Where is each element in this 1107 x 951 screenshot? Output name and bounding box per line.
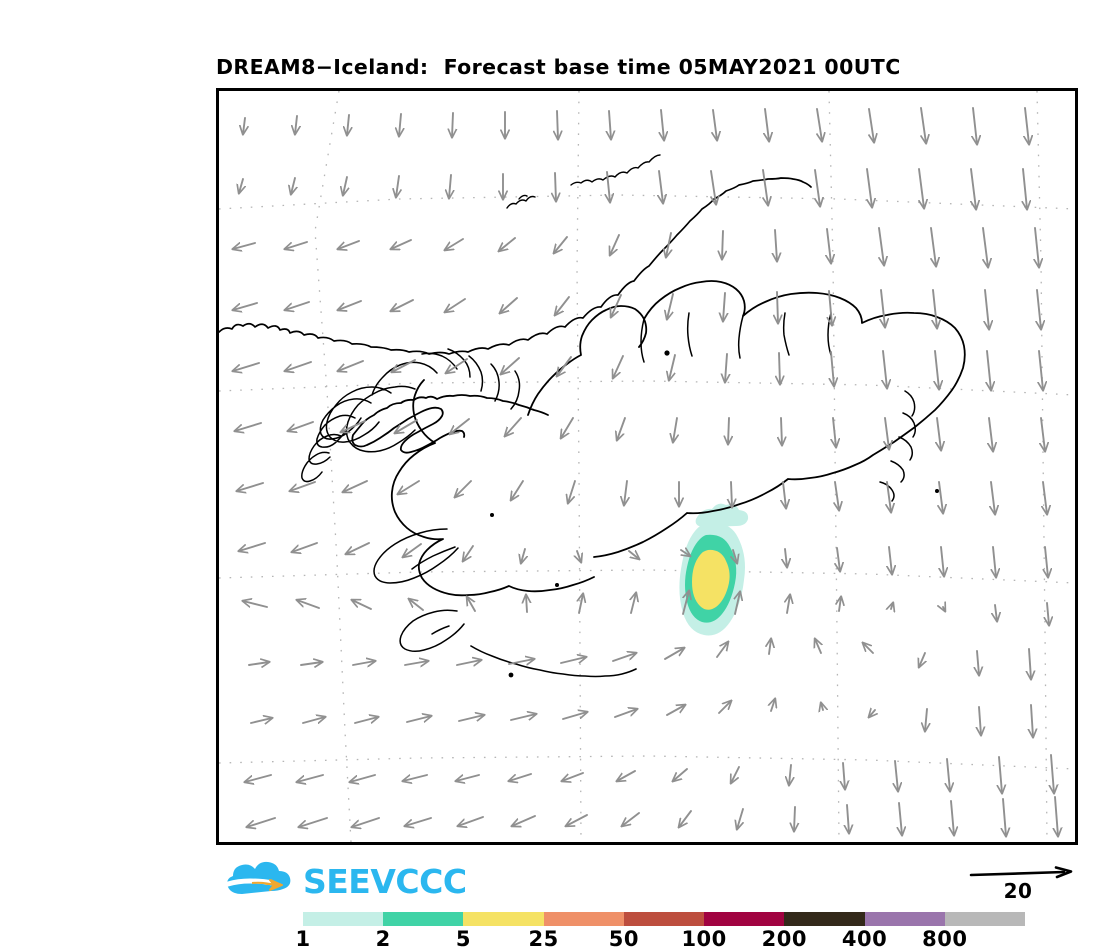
iceland-eastfjords xyxy=(879,390,917,502)
colorbar-segment-0 xyxy=(303,912,384,926)
island-dot xyxy=(935,489,939,493)
colorbar-segment-7 xyxy=(864,912,945,926)
logo-text: SEEVCCC xyxy=(303,861,467,901)
dust-plume-contours xyxy=(679,503,749,636)
colorbar-segment-6 xyxy=(784,912,865,926)
colorbar-tick-50: 50 xyxy=(608,927,639,951)
colorbar-segment-1 xyxy=(383,912,464,926)
cloud-icon xyxy=(225,861,291,894)
dust-contour-1-patch xyxy=(695,503,749,527)
colorbar-tick-800: 800 xyxy=(922,927,968,951)
wind-scale-arrow-icon xyxy=(969,866,1073,879)
iceland-snaefellsnes xyxy=(373,528,459,584)
iceland-westfjords xyxy=(301,348,521,483)
island-dot xyxy=(508,672,514,678)
seevccc-logo: SEEVCCC xyxy=(222,857,467,905)
coastlines xyxy=(219,154,812,355)
colorbar-segment-2 xyxy=(463,912,544,926)
colorbar-segment-3 xyxy=(543,912,624,926)
island-dot xyxy=(490,513,494,517)
coastline-iceland xyxy=(301,280,966,678)
map-gridlines xyxy=(219,91,1075,842)
wind-scale-reference: 20 xyxy=(968,866,1078,906)
wind-vectors xyxy=(233,107,1058,836)
dust-contour-5 xyxy=(692,549,730,610)
coastline-greenland-islands xyxy=(506,194,536,209)
coastline-greenland xyxy=(219,177,812,355)
title-line-1: DREAM8−Iceland: Forecast base time 05MAY… xyxy=(216,55,901,80)
colorbar-segment-8 xyxy=(944,912,1025,926)
forecast-map[interactable] xyxy=(219,91,1075,842)
iceland-reykjanes xyxy=(399,609,465,653)
colorbar-tick-5: 5 xyxy=(455,927,471,951)
island-dot xyxy=(555,583,559,587)
colorbar-segment-5 xyxy=(704,912,785,926)
colorbar-tick-100: 100 xyxy=(681,927,727,951)
colorbar-segment-4 xyxy=(623,912,705,926)
colorbar-tick-2: 2 xyxy=(375,927,391,951)
colorbar xyxy=(303,912,1025,926)
colorbar-labels: 1 2 5 25 50 100 200 400 800 xyxy=(295,927,1025,951)
coastline-greenland-detail xyxy=(570,154,661,186)
iceland-north-coast-detail xyxy=(640,312,832,363)
colorbar-tick-200: 200 xyxy=(761,927,807,951)
colorbar-tick-1: 1 xyxy=(295,927,311,951)
colorbar-tick-400: 400 xyxy=(841,927,888,951)
map-frame[interactable] xyxy=(216,88,1078,845)
wind-scale-value: 20 xyxy=(1003,879,1033,903)
island-dot xyxy=(664,350,670,356)
iceland-south-coast xyxy=(470,645,637,678)
iceland-outline xyxy=(351,280,966,597)
colorbar-tick-25: 25 xyxy=(528,927,559,951)
